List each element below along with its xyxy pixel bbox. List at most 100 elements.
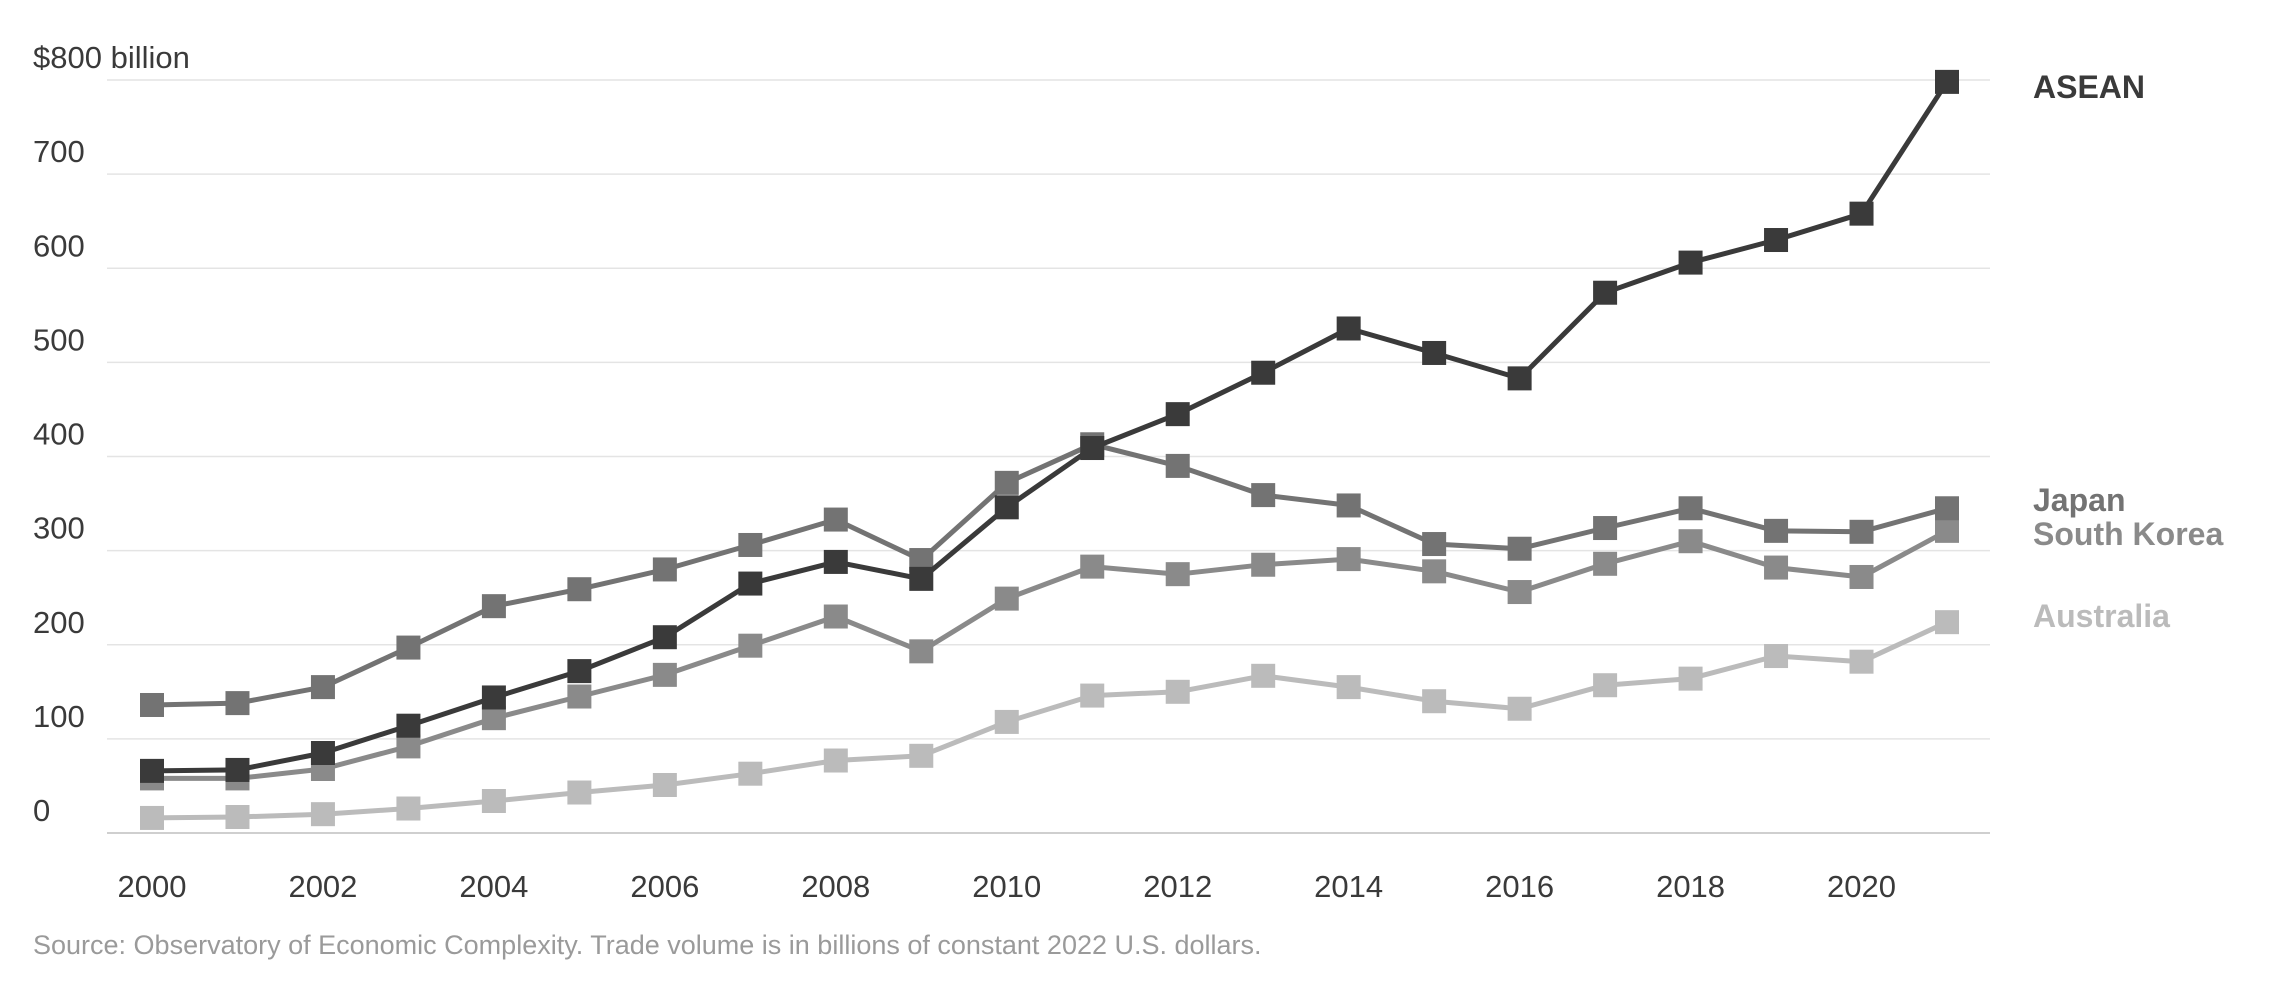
data-point-australia <box>225 804 250 829</box>
data-point-australia <box>140 805 164 830</box>
data-point-asean <box>310 740 335 765</box>
data-point-australia <box>1764 644 1789 669</box>
data-point-south-korea <box>1336 547 1361 572</box>
data-point-australia <box>1507 696 1532 721</box>
data-point-japan <box>994 470 1019 495</box>
data-point-south-korea <box>1935 518 1959 543</box>
data-point-south-korea <box>652 662 677 687</box>
data-point-asean <box>652 625 677 650</box>
y-tick-label: 700 <box>33 134 85 169</box>
series-lines <box>140 69 1959 830</box>
y-axis-tick-labels: 0 100 200 300 400 500 600 700 $800 billion <box>33 40 190 828</box>
data-point-asean <box>738 571 763 596</box>
data-point-australia <box>567 780 592 805</box>
data-point-australia <box>909 743 934 768</box>
data-point-south-korea <box>396 734 421 759</box>
data-point-asean <box>396 713 421 738</box>
series-australia <box>140 610 1959 830</box>
data-point-japan <box>140 692 164 717</box>
x-tick-label: 2000 <box>118 869 187 904</box>
data-point-australia <box>1849 649 1874 674</box>
data-point-australia <box>396 796 421 821</box>
data-point-asean <box>1422 340 1447 365</box>
data-point-australia <box>1251 663 1276 688</box>
data-point-australia <box>738 761 763 786</box>
data-point-australia <box>1165 679 1190 704</box>
data-point-japan <box>1678 496 1703 521</box>
data-point-south-korea <box>567 684 592 709</box>
y-tick-label: 200 <box>33 605 85 640</box>
grid-lines <box>107 79 1990 834</box>
data-point-asean <box>1593 280 1618 305</box>
data-point-australia <box>481 788 506 813</box>
data-point-asean <box>1935 69 1959 94</box>
legend-label-south-korea: South Korea <box>2033 516 2223 552</box>
data-point-south-korea <box>1764 555 1789 580</box>
data-point-australia <box>994 709 1019 734</box>
series-south-korea <box>140 518 1959 791</box>
y-tick-label: 600 <box>33 228 85 263</box>
data-point-japan <box>396 635 421 660</box>
data-point-australia <box>1336 675 1361 700</box>
legend-label-australia: Australia <box>2033 598 2170 634</box>
data-point-asean <box>140 758 164 783</box>
data-point-japan <box>1422 532 1447 557</box>
data-point-japan <box>1336 493 1361 518</box>
x-tick-label: 2020 <box>1827 869 1896 904</box>
data-point-south-korea <box>1678 529 1703 554</box>
data-point-japan <box>481 594 506 619</box>
data-point-japan <box>1251 483 1276 508</box>
data-point-asean <box>994 495 1019 520</box>
data-point-south-korea <box>1422 559 1447 584</box>
data-point-asean <box>1080 436 1105 461</box>
data-point-asean <box>1849 201 1874 226</box>
legend-label-japan: Japan <box>2033 482 2125 518</box>
data-point-japan <box>1935 496 1959 521</box>
y-tick-label: 0 <box>33 793 50 828</box>
data-point-asean <box>1678 250 1703 275</box>
data-point-south-korea <box>994 586 1019 611</box>
data-point-asean <box>909 566 934 591</box>
data-point-japan <box>823 507 848 532</box>
data-point-japan <box>1165 453 1190 478</box>
data-point-asean <box>1336 316 1361 341</box>
x-tick-label: 2012 <box>1143 869 1212 904</box>
data-point-asean <box>1251 360 1276 385</box>
data-point-south-korea <box>1507 580 1532 605</box>
x-tick-label: 2008 <box>801 869 870 904</box>
data-point-japan <box>652 557 677 582</box>
data-point-asean <box>1764 228 1789 253</box>
data-point-japan <box>738 532 763 557</box>
data-point-south-korea <box>481 706 506 731</box>
series-line-japan <box>149 441 1950 708</box>
data-point-south-korea <box>1251 552 1276 577</box>
data-point-japan <box>225 691 250 716</box>
data-point-australia <box>652 772 677 797</box>
data-point-south-korea <box>1849 564 1874 589</box>
x-tick-label: 2014 <box>1314 869 1383 904</box>
series-asean <box>140 69 1959 783</box>
data-point-asean <box>1507 366 1532 391</box>
data-point-south-korea <box>909 639 934 664</box>
y-tick-label: 100 <box>33 699 85 734</box>
data-point-south-korea <box>1165 562 1190 587</box>
data-point-south-korea <box>823 604 848 629</box>
data-point-australia <box>823 748 848 773</box>
data-point-australia <box>310 802 335 827</box>
data-point-australia <box>1593 673 1618 698</box>
source-note: Source: Observatory of Economic Complexi… <box>33 930 1262 960</box>
data-point-asean <box>1165 402 1190 427</box>
data-point-japan <box>1593 516 1618 541</box>
data-point-south-korea <box>1593 551 1618 576</box>
data-point-japan <box>1849 519 1874 544</box>
x-tick-label: 2006 <box>630 869 699 904</box>
series-line-australia <box>149 619 1950 821</box>
y-tick-label: 400 <box>33 417 85 452</box>
data-point-japan <box>567 577 592 602</box>
data-point-asean <box>225 757 250 782</box>
y-tick-label: $800 billion <box>33 40 190 75</box>
data-point-australia <box>1080 683 1105 708</box>
data-point-asean <box>481 685 506 710</box>
